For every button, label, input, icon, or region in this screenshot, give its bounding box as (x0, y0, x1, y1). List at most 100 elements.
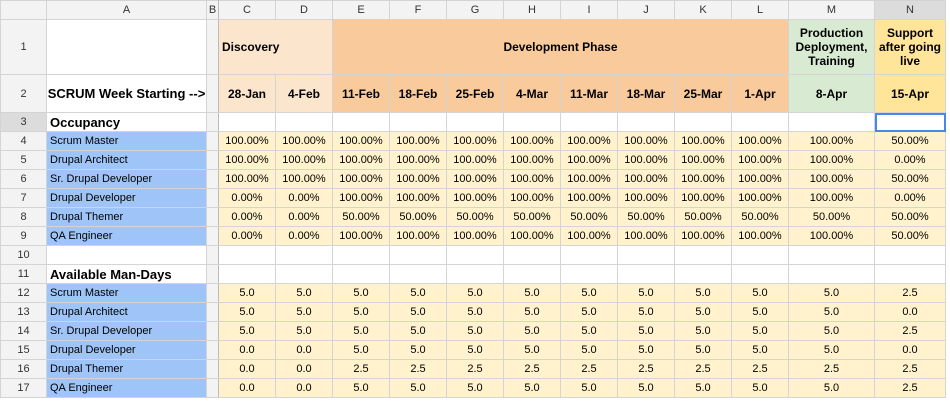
empty-cell[interactable] (218, 112, 276, 132)
value-cell[interactable]: 5.0 (731, 340, 789, 360)
week-header[interactable]: 25-Feb (446, 74, 504, 113)
value-cell[interactable]: 5.0 (674, 321, 732, 341)
value-cell[interactable]: 5.0 (446, 378, 504, 398)
value-cell[interactable]: 50.00% (389, 207, 447, 227)
value-cell[interactable]: 100.00% (389, 131, 447, 151)
value-cell[interactable]: 2.5 (617, 359, 675, 379)
value-cell[interactable]: 0.00% (275, 226, 333, 246)
value-cell[interactable]: 100.00% (389, 188, 447, 208)
empty-cell[interactable] (503, 112, 561, 132)
value-cell[interactable]: 5.0 (503, 340, 561, 360)
value-cell[interactable]: 5.0 (674, 340, 732, 360)
cell-a1[interactable] (46, 19, 207, 75)
value-cell[interactable]: 50.00% (874, 169, 946, 189)
value-cell[interactable]: 5.0 (560, 283, 618, 303)
value-cell[interactable]: 5.0 (617, 283, 675, 303)
value-cell[interactable]: 5.0 (389, 302, 447, 322)
value-cell[interactable]: 0.00% (275, 207, 333, 227)
value-cell[interactable]: 5.0 (560, 378, 618, 398)
value-cell[interactable]: 100.00% (503, 131, 561, 151)
value-cell[interactable]: 100.00% (218, 150, 276, 170)
value-cell[interactable]: 2.5 (446, 359, 504, 379)
value-cell[interactable]: 100.00% (788, 169, 875, 189)
value-cell[interactable]: 100.00% (560, 169, 618, 189)
value-cell[interactable]: 0.00% (218, 207, 276, 227)
value-cell[interactable]: 5.0 (788, 283, 875, 303)
value-cell[interactable]: 5.0 (560, 321, 618, 341)
week-header[interactable]: 11-Feb (332, 74, 390, 113)
value-cell[interactable]: 100.00% (731, 169, 789, 189)
empty-cell[interactable] (617, 264, 675, 284)
value-cell[interactable]: 100.00% (446, 169, 504, 189)
value-cell[interactable]: 2.5 (674, 359, 732, 379)
empty-cell[interactable] (617, 112, 675, 132)
value-cell[interactable]: 5.0 (617, 302, 675, 322)
value-cell[interactable]: 100.00% (446, 226, 504, 246)
section-occupancy[interactable]: Occupancy (46, 112, 207, 132)
empty-cell[interactable] (731, 112, 789, 132)
row-header[interactable]: 9 (0, 226, 47, 246)
value-cell[interactable]: 50.00% (617, 207, 675, 227)
empty-cell[interactable] (674, 245, 732, 265)
column-header-n[interactable]: N (874, 0, 946, 20)
value-cell[interactable]: 5.0 (275, 321, 333, 341)
empty-cell[interactable] (674, 112, 732, 132)
value-cell[interactable]: 5.0 (674, 302, 732, 322)
select-all-corner[interactable] (0, 0, 47, 20)
role-name-cell[interactable]: Sr. Drupal Developer (46, 321, 207, 341)
row-header[interactable]: 7 (0, 188, 47, 208)
section-available-man-days[interactable]: Available Man-Days (46, 264, 207, 284)
column-header-d[interactable]: D (275, 0, 333, 20)
value-cell[interactable]: 100.00% (617, 131, 675, 151)
value-cell[interactable]: 100.00% (788, 150, 875, 170)
role-name-cell[interactable]: Drupal Developer (46, 340, 207, 360)
row-header[interactable]: 1 (0, 19, 47, 75)
value-cell[interactable]: 5.0 (332, 283, 390, 303)
value-cell[interactable]: 2.5 (731, 359, 789, 379)
empty-cell[interactable] (874, 245, 946, 265)
value-cell[interactable]: 5.0 (446, 302, 504, 322)
value-cell[interactable]: 100.00% (389, 169, 447, 189)
value-cell[interactable]: 100.00% (275, 150, 333, 170)
value-cell[interactable]: 5.0 (788, 340, 875, 360)
value-cell[interactable]: 2.5 (874, 359, 946, 379)
row-header[interactable]: 15 (0, 340, 47, 360)
role-name-cell[interactable]: Drupal Architect (46, 150, 207, 170)
week-header[interactable]: 1-Apr (731, 74, 789, 113)
column-header-e[interactable]: E (332, 0, 390, 20)
empty-cell[interactable] (332, 245, 390, 265)
value-cell[interactable]: 5.0 (674, 283, 732, 303)
week-header[interactable]: 25-Mar (674, 74, 732, 113)
value-cell[interactable]: 100.00% (503, 169, 561, 189)
value-cell[interactable]: 5.0 (788, 378, 875, 398)
value-cell[interactable]: 100.00% (731, 131, 789, 151)
row-header[interactable]: 6 (0, 169, 47, 189)
value-cell[interactable]: 100.00% (446, 188, 504, 208)
scrum-week-label[interactable]: SCRUM Week Starting --> (46, 74, 207, 113)
value-cell[interactable]: 5.0 (503, 378, 561, 398)
empty-cell[interactable] (389, 245, 447, 265)
column-header-g[interactable]: G (446, 0, 504, 20)
row-header[interactable]: 12 (0, 283, 47, 303)
value-cell[interactable]: 100.00% (560, 131, 618, 151)
value-cell[interactable]: 5.0 (275, 283, 333, 303)
value-cell[interactable]: 5.0 (617, 321, 675, 341)
value-cell[interactable]: 100.00% (560, 226, 618, 246)
column-header-k[interactable]: K (674, 0, 732, 20)
empty-cell[interactable] (446, 264, 504, 284)
value-cell[interactable]: 5.0 (332, 321, 390, 341)
value-cell[interactable]: 5.0 (617, 378, 675, 398)
row-header[interactable]: 11 (0, 264, 47, 284)
value-cell[interactable]: 2.5 (389, 359, 447, 379)
empty-cell[interactable] (788, 112, 875, 132)
empty-cell[interactable] (788, 245, 875, 265)
value-cell[interactable]: 100.00% (389, 226, 447, 246)
column-header-c[interactable]: C (218, 0, 276, 20)
empty-cell[interactable] (560, 245, 618, 265)
value-cell[interactable]: 100.00% (617, 169, 675, 189)
week-header[interactable]: 28-Jan (218, 74, 276, 113)
value-cell[interactable]: 0.00% (218, 188, 276, 208)
row-header[interactable]: 3 (0, 112, 47, 132)
value-cell[interactable]: 100.00% (503, 226, 561, 246)
week-header[interactable]: 18-Feb (389, 74, 447, 113)
